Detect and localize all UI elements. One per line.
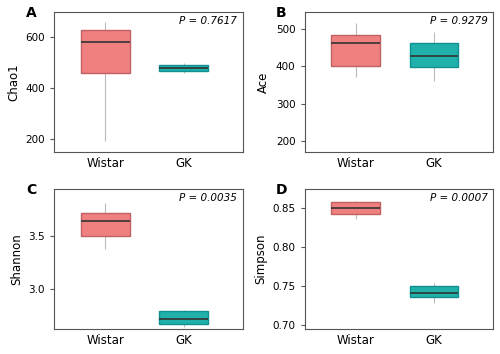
Text: D: D xyxy=(276,183,287,197)
Bar xyxy=(160,311,208,324)
Text: P = 0.0007: P = 0.0007 xyxy=(430,193,488,203)
Text: P = 0.7617: P = 0.7617 xyxy=(179,16,237,26)
Bar xyxy=(410,286,459,297)
Bar xyxy=(410,43,459,67)
Text: B: B xyxy=(276,6,287,20)
Bar xyxy=(331,35,380,66)
Text: P = 0.9279: P = 0.9279 xyxy=(430,16,488,26)
Bar xyxy=(331,202,380,214)
Bar xyxy=(160,65,208,70)
Text: C: C xyxy=(26,183,36,197)
Bar xyxy=(81,30,130,73)
Bar xyxy=(81,213,130,236)
Y-axis label: Chao1: Chao1 xyxy=(7,63,20,101)
Text: P = 0.0035: P = 0.0035 xyxy=(179,193,237,203)
Y-axis label: Simpson: Simpson xyxy=(254,234,267,284)
Y-axis label: Ace: Ace xyxy=(258,72,270,93)
Y-axis label: Shannon: Shannon xyxy=(10,233,23,285)
Text: A: A xyxy=(26,6,36,20)
